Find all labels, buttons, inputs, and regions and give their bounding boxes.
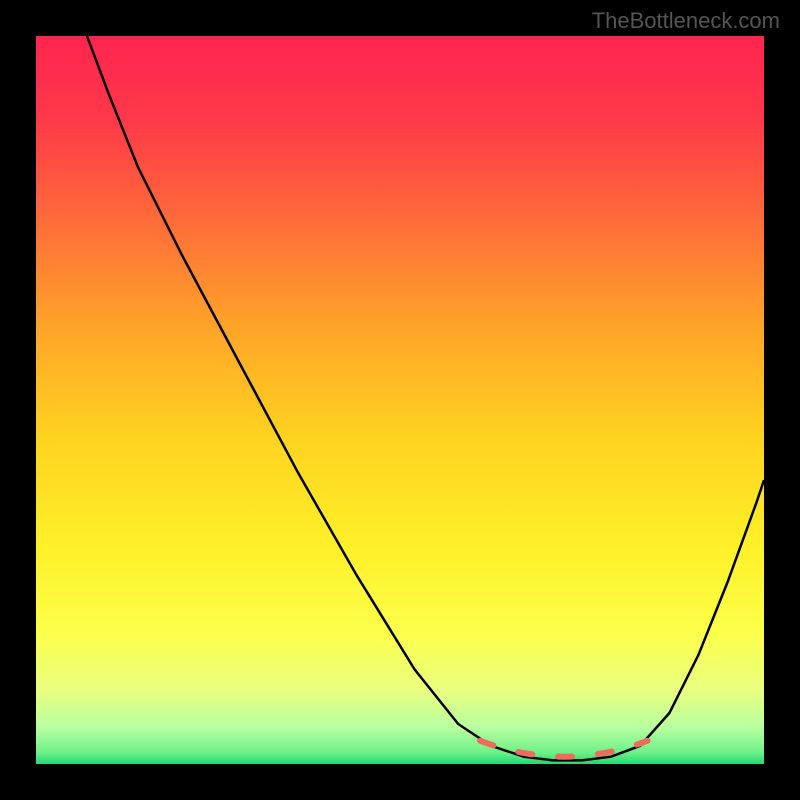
gradient-background bbox=[36, 36, 764, 764]
chart-svg bbox=[36, 36, 764, 764]
chart-container bbox=[36, 36, 764, 764]
watermark-text: TheBottleneck.com bbox=[592, 8, 780, 34]
